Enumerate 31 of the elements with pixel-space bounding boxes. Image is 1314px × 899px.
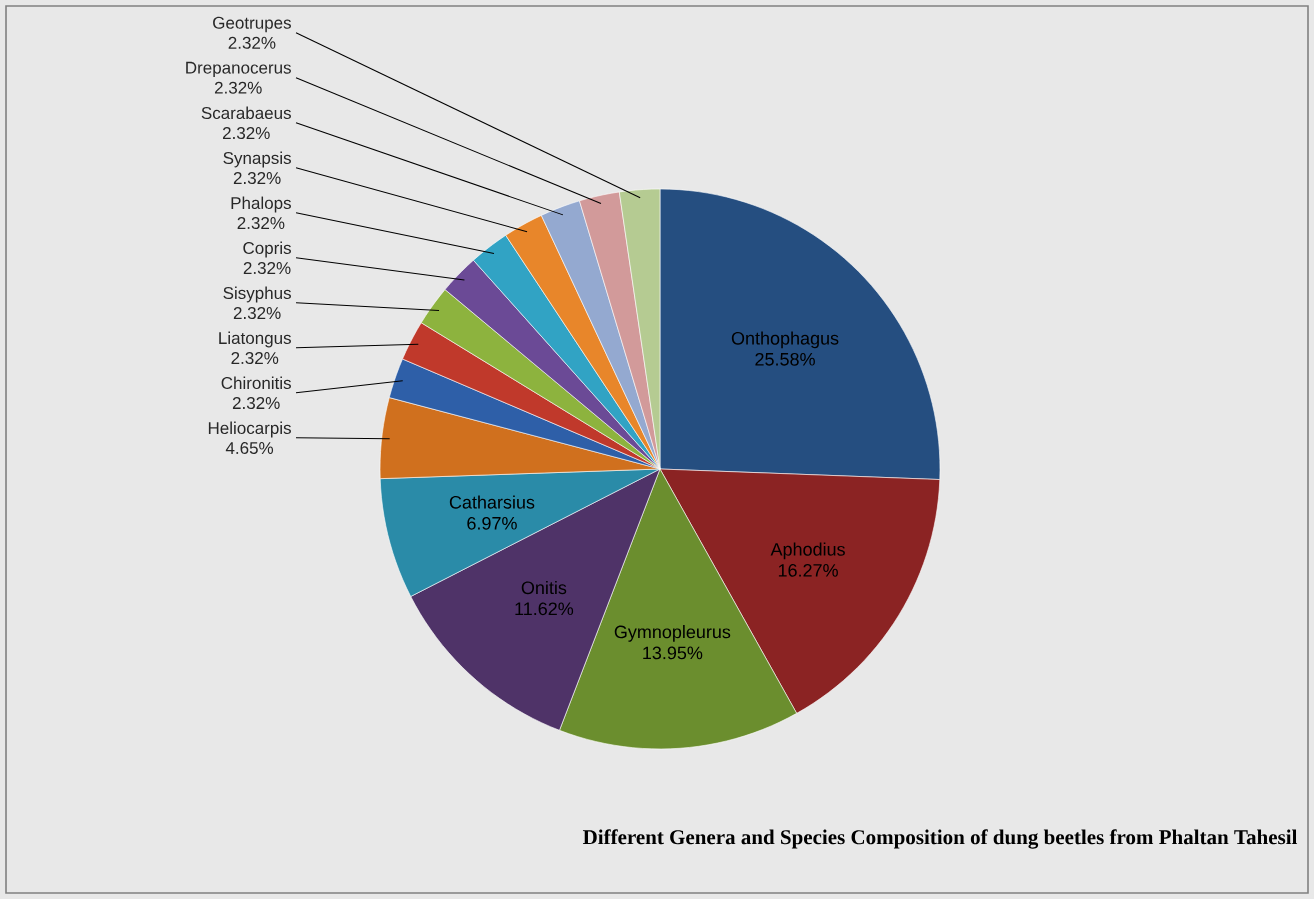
- data-label: 13.95%: [643, 646, 703, 660]
- slice-label: Scarabaeus: [201, 106, 291, 120]
- data-label: 2.32%: [233, 172, 281, 185]
- data-label: 2.32%: [214, 81, 262, 94]
- slice-label: Phalops: [231, 196, 291, 213]
- slice-label: Onitis: [521, 580, 567, 595]
- slice-label: Gymnopleurus: [614, 625, 731, 642]
- slice-label: Heliocarpis: [208, 421, 291, 438]
- data-label: 2.32%: [237, 217, 285, 230]
- text: Different Genera and Species Composition of dung beetles from Phaltan Tahesil: [582, 829, 1298, 849]
- data-label: 25.58%: [755, 352, 815, 366]
- data-label: 2.32%: [231, 352, 279, 365]
- slice-label: Synapsis: [223, 151, 291, 168]
- slice-label: Liatongus: [219, 331, 291, 348]
- data-label: 2.32%: [232, 397, 280, 410]
- data-label: 6.97%: [467, 516, 517, 530]
- data-label: 16.27%: [778, 563, 838, 577]
- slice-label: Onthophagus: [731, 331, 839, 349]
- slice-label: Drepanocerus: [186, 61, 291, 78]
- data-label: 2.32%: [228, 36, 276, 49]
- slice-label: Copris: [243, 241, 291, 258]
- data-label: 2.32%: [233, 307, 281, 320]
- data-label: 2.32%: [243, 262, 291, 275]
- slice-label: Catharsius: [449, 495, 535, 509]
- data-label: 4.65%: [225, 442, 274, 455]
- data-label: 11.62%: [515, 602, 574, 616]
- slice-label: Sisyphus: [223, 286, 291, 303]
- data-label: 2.32%: [222, 127, 270, 140]
- slice-label: Chironitis: [221, 376, 291, 390]
- slice-label: Geotrupes: [213, 16, 291, 33]
- slice-label: Aphodius: [770, 542, 845, 560]
